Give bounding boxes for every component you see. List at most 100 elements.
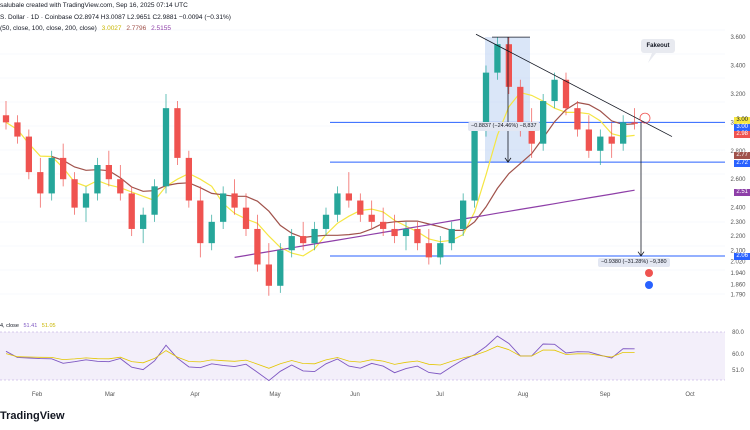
candle-body <box>48 157 55 194</box>
candle-body <box>60 157 67 180</box>
ma100-value: 2.7796 <box>126 25 147 32</box>
y-tick: 1.940 <box>730 271 746 277</box>
candle-body <box>608 136 615 144</box>
author-line: salubale created with TradingView.com, S… <box>0 2 188 9</box>
ma50-line <box>5 91 635 257</box>
candle-body <box>105 165 112 180</box>
candle-body <box>391 228 398 237</box>
price-tag: 2.72 <box>734 160 750 168</box>
symbol-line: S. Dollar · 1D · Coinbase O2.8974 H3.008… <box>0 14 231 21</box>
ma-legend[interactable]: (50, close, 100, close, 200, close) 3.00… <box>0 25 171 32</box>
price-tag: 2.06 <box>734 252 750 260</box>
candle-body <box>265 264 272 286</box>
candle-body <box>174 108 181 158</box>
x-tick: Aug <box>518 392 529 398</box>
y-tick: 2.020 <box>730 260 746 266</box>
candle-body <box>242 207 250 229</box>
candle-body <box>25 136 32 173</box>
candle-body <box>368 214 375 222</box>
candle-body <box>128 193 135 229</box>
candle-body <box>140 214 147 229</box>
candle-body <box>197 200 204 244</box>
candle-body <box>471 129 478 201</box>
candlesticks <box>2 37 638 296</box>
candle-body <box>551 79 558 102</box>
y-tick: 1.790 <box>730 292 746 298</box>
candle-body <box>208 221 215 244</box>
y-tick: 2.100 <box>730 248 746 254</box>
trend-drawings <box>475 33 673 289</box>
rsi-value-1: 51.41 <box>23 323 38 329</box>
measure-label-2: −0.9380 (−31.28%) −9,380 <box>598 258 670 267</box>
candle-body <box>2 115 10 123</box>
x-tick: May <box>269 392 280 398</box>
candle-body <box>231 193 238 208</box>
x-tick: Mar <box>105 392 115 398</box>
candle-body <box>71 179 78 208</box>
y-tick: 3.400 <box>730 64 746 70</box>
x-tick: Apr <box>190 392 199 398</box>
y-tick: 2.200 <box>730 234 746 240</box>
tradingview-logo: TradingView <box>0 410 65 422</box>
y-tick: 2.800 <box>730 149 746 155</box>
fakeout-circle <box>639 112 651 124</box>
price-tag: 2.51 <box>734 189 750 196</box>
candle-body <box>288 236 295 251</box>
rsi-label: 4, close <box>0 323 19 329</box>
candle-body <box>631 122 638 124</box>
ma-label: (50, close, 100, close, 200, close) <box>0 25 97 32</box>
measure-label-1: −0.8837 (−24.46%) −8,837 <box>468 122 540 131</box>
candle-body <box>162 108 170 187</box>
candle-body <box>14 122 21 137</box>
candle-body <box>482 72 490 130</box>
ma200-line <box>234 189 635 258</box>
y-tick: 1.860 <box>730 282 746 288</box>
ma200-value: 2.5155 <box>151 25 171 32</box>
rsi-tick: 60.0 <box>732 352 744 358</box>
candle-body <box>94 165 101 194</box>
candle-body <box>620 122 627 144</box>
x-tick: Sep <box>600 392 611 398</box>
time-axis: Feb Mar Apr May Jun Jul Aug Sep Oct <box>32 392 695 398</box>
rsi-ma-line <box>5 345 635 369</box>
x-tick: Jul <box>436 392 444 398</box>
candle-body <box>37 172 44 194</box>
candle-body <box>185 157 192 201</box>
rsi-legend[interactable]: 4, close 51.41 51.05 <box>0 323 56 329</box>
y-tick: 3.600 <box>730 35 746 41</box>
candle-body <box>562 79 570 109</box>
candle-body <box>540 101 547 144</box>
y-tick: 2.600 <box>730 177 746 183</box>
candle-body <box>528 129 535 144</box>
candle-body <box>334 193 341 215</box>
rsi-tick: 51.0 <box>732 368 744 374</box>
candle-body <box>597 136 604 151</box>
candle-body <box>402 228 410 237</box>
callout-pointer <box>648 53 656 63</box>
y-tick: 2.400 <box>730 206 746 212</box>
candle-body <box>300 236 307 244</box>
candle-body <box>254 228 261 265</box>
flag-icon <box>645 281 653 289</box>
chart-header: salubale created with TradingView.com, S… <box>0 0 750 36</box>
moving-averages <box>5 91 635 258</box>
candle-body <box>380 221 387 229</box>
candle-body <box>311 228 318 244</box>
candle-body <box>322 214 330 229</box>
candle-body <box>345 193 352 201</box>
price-tag: 2.77 <box>734 152 750 160</box>
candle-body <box>220 193 227 222</box>
rsi-value-2: 51.05 <box>41 323 56 329</box>
x-tick: Oct <box>685 392 695 398</box>
rsi-pane <box>0 331 725 382</box>
candle-body <box>357 200 364 215</box>
candle-body <box>505 44 512 87</box>
chart-grid <box>0 29 725 295</box>
candle-body <box>517 86 524 130</box>
candle-body <box>574 108 581 130</box>
candle-body <box>437 243 444 258</box>
candle-body <box>585 129 592 151</box>
x-tick: Jun <box>350 392 360 398</box>
price-tag: 3.00 <box>734 116 750 124</box>
